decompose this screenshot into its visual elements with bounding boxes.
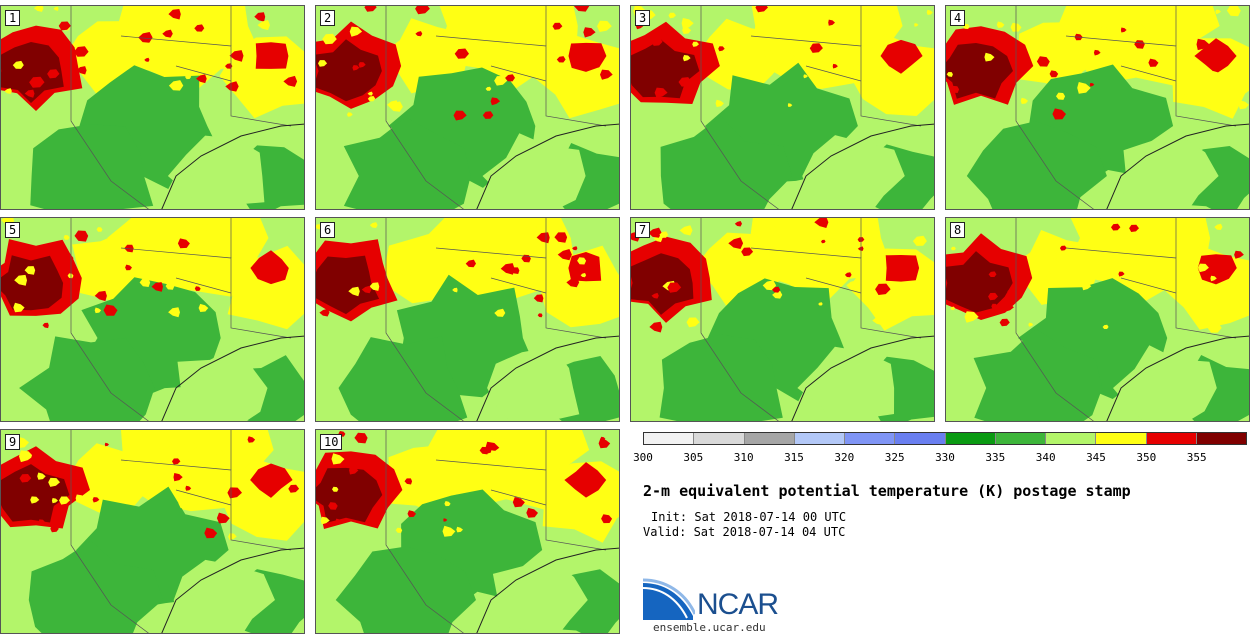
map-plot	[316, 218, 619, 421]
ensemble-member-panel: 2	[315, 5, 620, 210]
ensemble-member-panel: 8	[945, 217, 1250, 422]
colorbar-segment	[1046, 433, 1097, 444]
colorbar-tick-label: 355	[1186, 451, 1207, 464]
colorbar-tick-label: 315	[784, 451, 804, 464]
colorbar-segment	[1096, 433, 1147, 444]
ncar-logo-icon	[643, 578, 695, 620]
map-plot	[631, 6, 934, 209]
member-label: 5	[5, 222, 21, 238]
ensemble-member-panel: 4	[945, 5, 1250, 210]
colorbar-tick-label: 310	[733, 451, 754, 464]
map-plot	[631, 218, 934, 421]
member-label: 6	[320, 222, 336, 238]
colorbar-segment	[694, 433, 745, 444]
member-label: 8	[950, 222, 966, 238]
ensemble-member-panel: 5	[0, 217, 305, 422]
colorbar-segment	[945, 433, 996, 444]
colorbar-tick-label: 350	[1136, 451, 1157, 464]
colorbar-segment	[1146, 433, 1197, 444]
map-plot	[316, 430, 619, 633]
colorbar-tick-label: 325	[884, 451, 905, 464]
ncar-logo-text: NCAR	[697, 588, 779, 621]
ensemble-member-panel: 9	[0, 429, 305, 634]
member-label: 4	[950, 10, 966, 26]
map-plot	[1, 430, 304, 633]
ensemble-member-panel: 1	[0, 5, 305, 210]
colorbar	[643, 432, 1247, 445]
colorbar-segment	[644, 433, 695, 444]
map-plot	[1, 218, 304, 421]
colorbar-segment	[845, 433, 896, 444]
valid-time: Valid: Sat 2018-07-14 04 UTC	[643, 525, 846, 539]
member-label: 2	[320, 10, 336, 26]
member-label: 3	[635, 10, 651, 26]
map-plot	[1, 6, 304, 209]
colorbar-tick-label: 335	[985, 451, 1006, 464]
colorbar-tick-label: 340	[1035, 451, 1056, 464]
colorbar-segment	[744, 433, 795, 444]
colorbar-tick-label: 305	[683, 451, 704, 464]
site-url: ensemble.ucar.edu	[653, 621, 766, 634]
member-label: 7	[635, 222, 651, 238]
colorbar-tick-label: 330	[935, 451, 955, 464]
plot-title: 2-m equivalent potential temperature (K)…	[643, 482, 1131, 500]
colorbar-tick-label: 345	[1086, 451, 1106, 464]
colorbar-segment	[995, 433, 1046, 444]
ensemble-member-panel: 7	[630, 217, 935, 422]
map-plot	[946, 218, 1249, 421]
colorbar-segment	[794, 433, 845, 444]
colorbar-segment	[895, 433, 946, 444]
member-label: 10	[320, 434, 343, 450]
colorbar-segment	[1196, 433, 1246, 444]
init-time: Init: Sat 2018-07-14 00 UTC	[651, 510, 847, 524]
colorbar-tick-label: 320	[834, 451, 855, 464]
member-label: 1	[5, 10, 21, 26]
colorbar-tick-label: 300	[633, 451, 653, 464]
map-plot	[316, 6, 619, 209]
member-label: 9	[5, 434, 21, 450]
ensemble-member-panel: 6	[315, 217, 620, 422]
ensemble-member-panel: 10	[315, 429, 620, 634]
map-plot	[946, 6, 1249, 209]
ensemble-member-panel: 3	[630, 5, 935, 210]
